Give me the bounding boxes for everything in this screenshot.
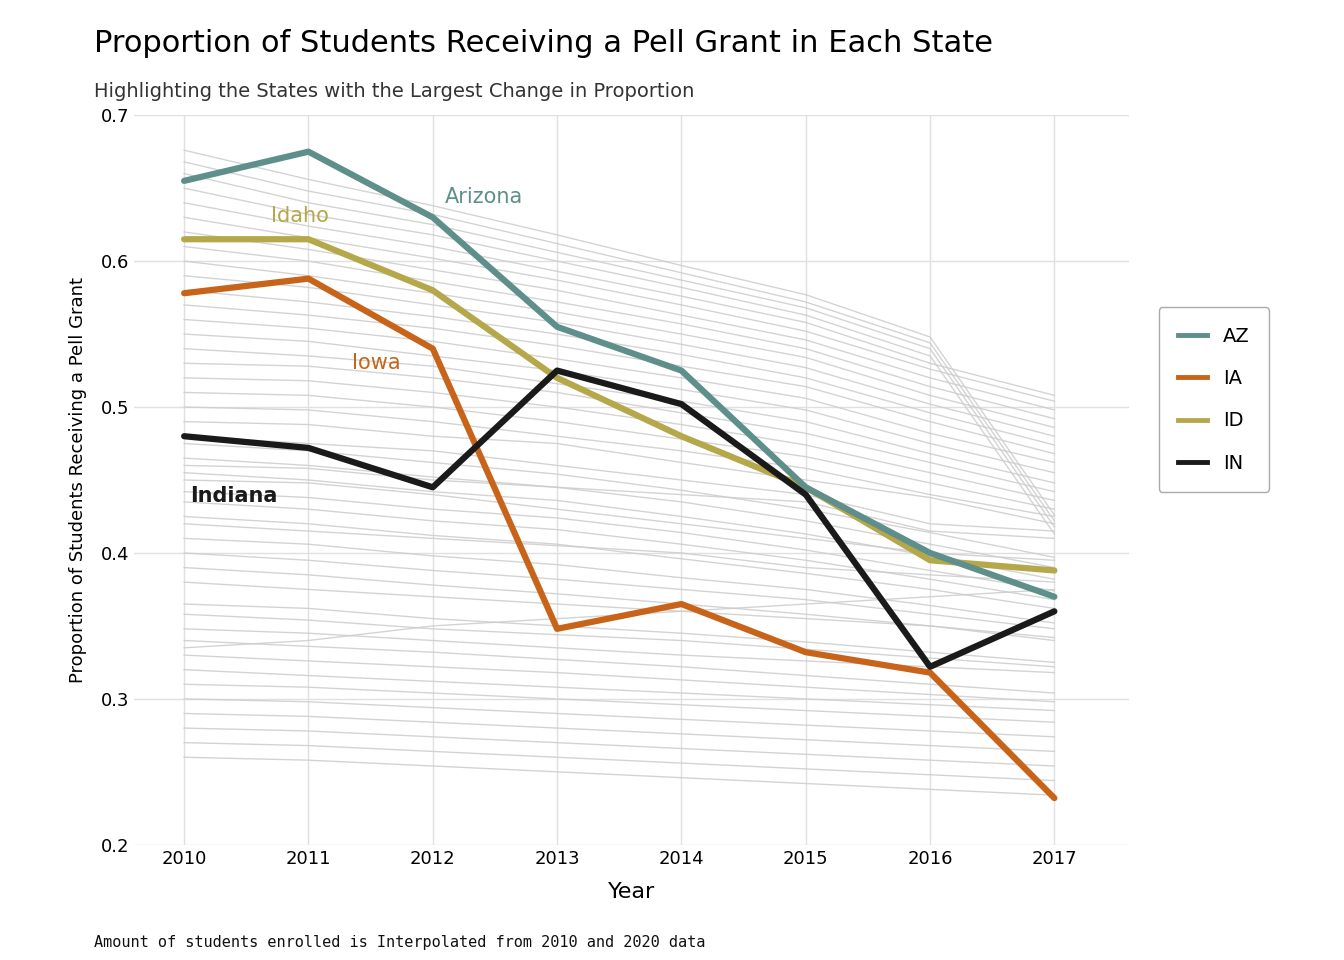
Y-axis label: Proportion of Students Receiving a Pell Grant: Proportion of Students Receiving a Pell …: [69, 277, 87, 683]
Text: Proportion of Students Receiving a Pell Grant in Each State: Proportion of Students Receiving a Pell …: [94, 29, 993, 58]
Legend: AZ, IA, ID, IN: AZ, IA, ID, IN: [1159, 307, 1269, 492]
Text: Arizona: Arizona: [445, 187, 523, 206]
Text: Idaho: Idaho: [271, 205, 329, 226]
Text: Indiana: Indiana: [191, 486, 278, 506]
X-axis label: Year: Year: [607, 881, 656, 901]
Text: Highlighting the States with the Largest Change in Proportion: Highlighting the States with the Largest…: [94, 82, 695, 101]
Text: Iowa: Iowa: [352, 353, 401, 373]
Text: Amount of students enrolled is Interpolated from 2010 and 2020 data: Amount of students enrolled is Interpola…: [94, 935, 706, 950]
